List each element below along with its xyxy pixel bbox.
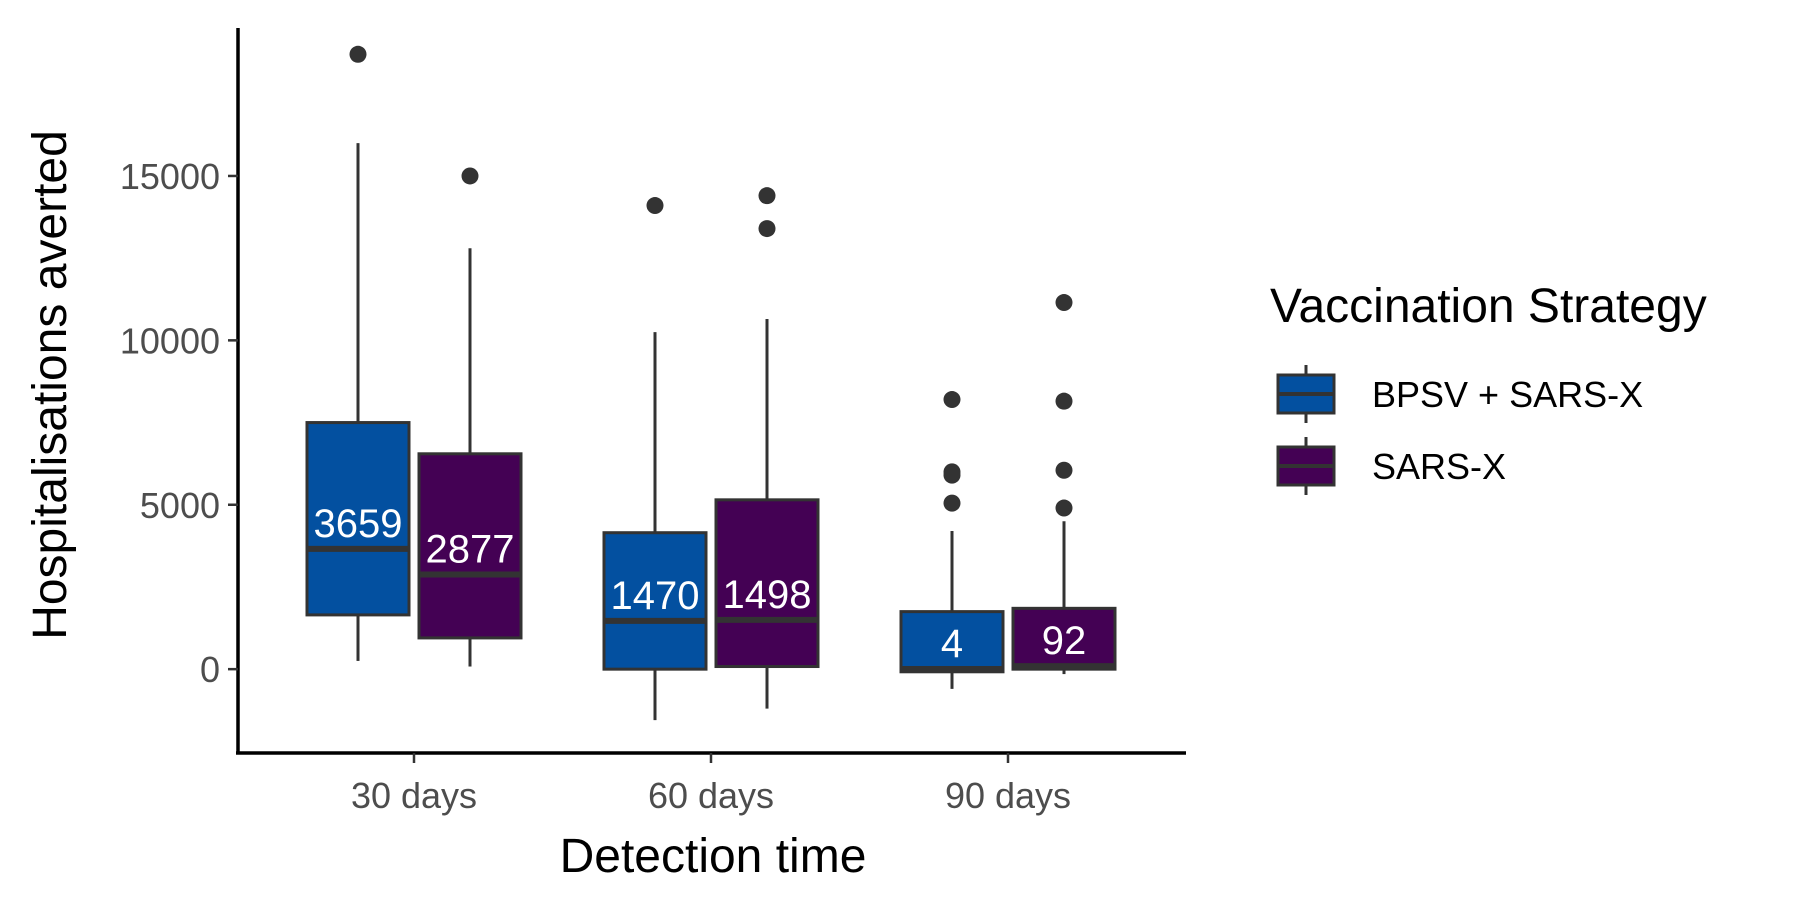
outlier-point xyxy=(1055,392,1073,410)
box xyxy=(1011,606,1117,671)
plot-area: 3659 1470 4 2877 1498 92 xyxy=(305,45,1117,721)
outlier-point xyxy=(1055,461,1073,479)
box xyxy=(899,610,1005,674)
x-tick-label: 90 days xyxy=(945,775,1071,816)
outlier-point xyxy=(943,494,961,512)
y-tick-label: 10000 xyxy=(120,320,220,361)
outlier-point xyxy=(646,197,664,215)
legend-label: BPSV + SARS-X xyxy=(1372,374,1643,415)
box-group: 4 xyxy=(899,391,1005,689)
axes: 0 5000 10000 15000 30 days 60 days 90 days xyxy=(120,28,1186,816)
outlier-point xyxy=(1055,499,1073,517)
box-group: 1470 xyxy=(602,197,708,721)
legend: Vaccination Strategy BPSV + SARS-X SARS-X xyxy=(1270,280,1707,495)
box xyxy=(305,421,411,617)
y-tick-label: 15000 xyxy=(120,156,220,197)
x-tick-label: 60 days xyxy=(648,775,774,816)
box-group: 1498 xyxy=(714,187,820,709)
box-group: 92 xyxy=(1011,294,1117,675)
median-label: 92 xyxy=(1042,619,1087,663)
outlier-point xyxy=(758,220,776,238)
y-tick-label: 5000 xyxy=(140,485,220,526)
median-label: 1470 xyxy=(611,574,700,618)
outlier-point xyxy=(461,167,479,185)
legend-item: BPSV + SARS-X xyxy=(1276,365,1643,423)
outlier-point xyxy=(943,466,961,484)
x-tick-label: 30 days xyxy=(351,775,477,816)
median-label: 1498 xyxy=(723,573,812,617)
box xyxy=(417,452,523,640)
median-label: 3659 xyxy=(314,502,403,546)
outlier-point xyxy=(1055,294,1073,312)
legend-title: Vaccination Strategy xyxy=(1270,280,1707,333)
box-group: 2877 xyxy=(417,167,523,667)
box xyxy=(714,498,820,669)
legend-item: SARS-X xyxy=(1276,437,1506,495)
median-label: 2877 xyxy=(426,528,515,572)
outlier-point xyxy=(943,391,961,409)
y-tick-label: 0 xyxy=(200,649,220,690)
outlier-point xyxy=(758,187,776,205)
outlier-point xyxy=(349,45,367,63)
box xyxy=(602,531,708,671)
y-axis-title: Hospitalisations averted xyxy=(24,130,77,640)
median-label: 4 xyxy=(941,622,963,666)
x-axis-title: Detection time xyxy=(560,830,867,883)
legend-label: SARS-X xyxy=(1372,446,1506,487)
box-group: 3659 xyxy=(305,45,411,661)
